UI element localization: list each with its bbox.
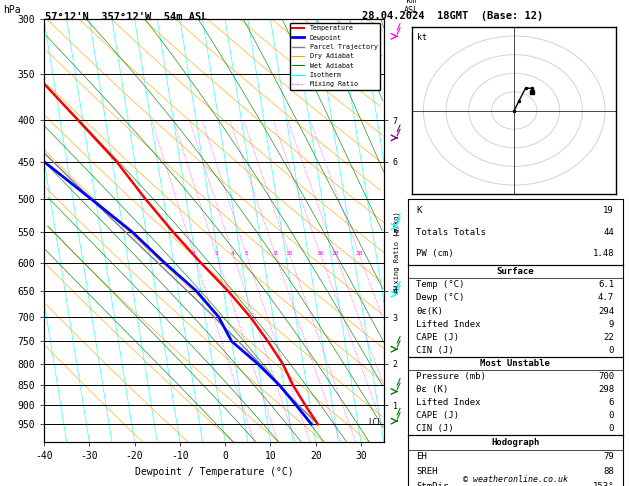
Text: 0: 0 <box>609 424 614 433</box>
Text: 153°: 153° <box>593 482 614 486</box>
Text: 6.1: 6.1 <box>598 280 614 289</box>
Text: K: K <box>416 206 421 215</box>
Text: 28: 28 <box>355 251 363 257</box>
Text: LCL: LCL <box>369 417 382 427</box>
Text: Totals Totals: Totals Totals <box>416 227 486 237</box>
Text: 4: 4 <box>231 251 235 257</box>
Text: Surface: Surface <box>496 267 534 276</box>
Legend: Temperature, Dewpoint, Parcel Trajectory, Dry Adiabat, Wet Adiabat, Isotherm, Mi: Temperature, Dewpoint, Parcel Trajectory… <box>290 23 381 90</box>
Text: 6: 6 <box>609 398 614 407</box>
Text: 28.04.2024  18GMT  (Base: 12): 28.04.2024 18GMT (Base: 12) <box>362 11 543 21</box>
Text: StmDir: StmDir <box>416 482 448 486</box>
Text: 3: 3 <box>214 251 218 257</box>
Text: 88: 88 <box>603 467 614 476</box>
Text: θε(K): θε(K) <box>416 307 443 315</box>
Text: kt: kt <box>416 33 426 42</box>
Text: CAPE (J): CAPE (J) <box>416 411 459 420</box>
Text: Lifted Index: Lifted Index <box>416 398 481 407</box>
Text: θε (K): θε (K) <box>416 385 448 394</box>
Text: 57°12'N  357°12'W  54m ASL: 57°12'N 357°12'W 54m ASL <box>45 12 207 22</box>
Text: CAPE (J): CAPE (J) <box>416 333 459 342</box>
Text: 19: 19 <box>603 206 614 215</box>
Text: 700: 700 <box>598 372 614 381</box>
Text: 16: 16 <box>316 251 324 257</box>
Text: Pressure (mb): Pressure (mb) <box>416 372 486 381</box>
Text: © weatheronline.co.uk: © weatheronline.co.uk <box>464 474 568 484</box>
Text: Most Unstable: Most Unstable <box>480 359 550 368</box>
Text: 10: 10 <box>286 251 293 257</box>
Text: CIN (J): CIN (J) <box>416 424 454 433</box>
Text: 294: 294 <box>598 307 614 315</box>
Text: Dewp (°C): Dewp (°C) <box>416 294 465 302</box>
Text: 79: 79 <box>603 452 614 461</box>
Text: Mixing Ratio (g/kg): Mixing Ratio (g/kg) <box>394 211 401 293</box>
Text: EH: EH <box>416 452 427 461</box>
Text: Lifted Index: Lifted Index <box>416 320 481 329</box>
Text: SREH: SREH <box>416 467 438 476</box>
Text: 22: 22 <box>603 333 614 342</box>
Text: 0: 0 <box>609 411 614 420</box>
Text: Hodograph: Hodograph <box>491 438 539 447</box>
Text: 1.48: 1.48 <box>593 249 614 259</box>
Text: 298: 298 <box>598 385 614 394</box>
X-axis label: Dewpoint / Temperature (°C): Dewpoint / Temperature (°C) <box>135 467 293 477</box>
Text: hPa: hPa <box>3 5 21 15</box>
Text: CIN (J): CIN (J) <box>416 346 454 355</box>
Text: 20: 20 <box>331 251 339 257</box>
Text: 44: 44 <box>603 227 614 237</box>
Text: 8: 8 <box>273 251 277 257</box>
Text: 0: 0 <box>609 346 614 355</box>
Text: 4.7: 4.7 <box>598 294 614 302</box>
Text: Temp (°C): Temp (°C) <box>416 280 465 289</box>
Text: km
ASL: km ASL <box>403 0 418 15</box>
Text: 5: 5 <box>245 251 248 257</box>
Text: PW (cm): PW (cm) <box>416 249 454 259</box>
Text: 9: 9 <box>609 320 614 329</box>
Text: 2: 2 <box>192 251 196 257</box>
